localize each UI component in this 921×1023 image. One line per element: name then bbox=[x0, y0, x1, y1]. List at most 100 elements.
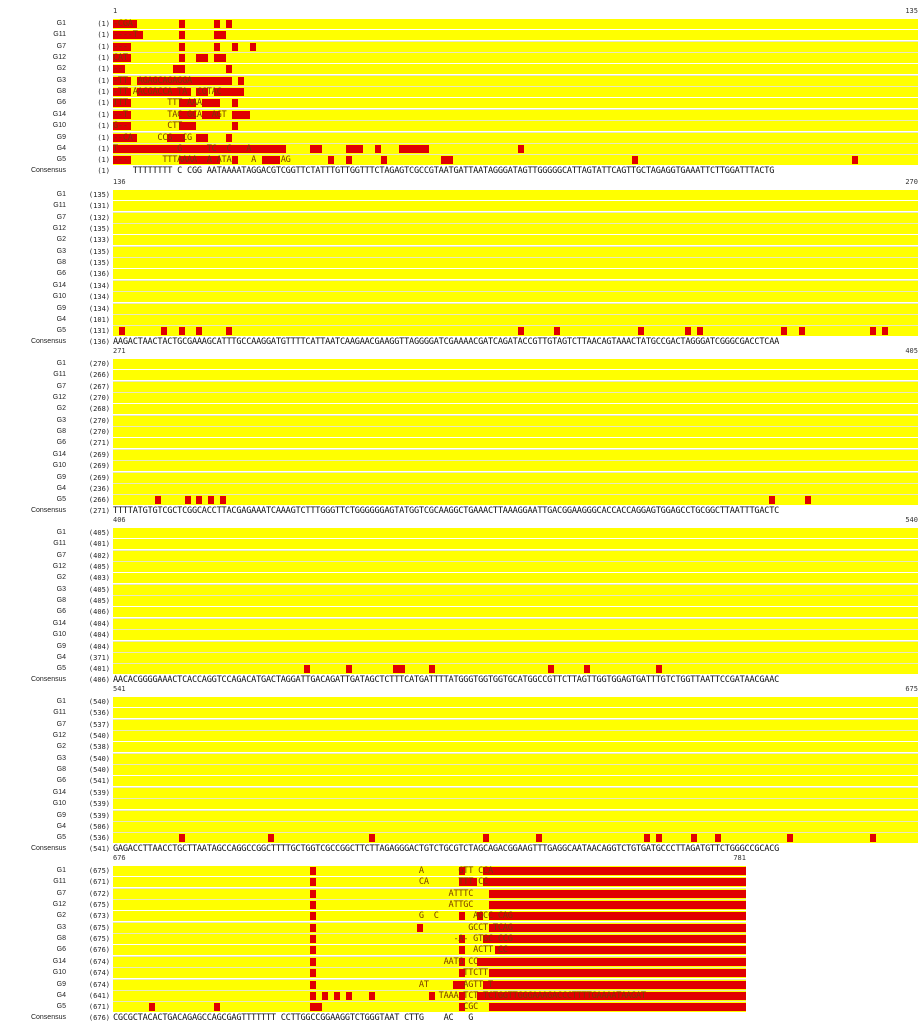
sequence-residues: CGC bbox=[113, 1002, 479, 1013]
sequence-track bbox=[113, 235, 918, 246]
row-separator bbox=[113, 380, 918, 382]
mismatch-mark bbox=[852, 156, 859, 165]
row-separator bbox=[113, 1001, 746, 1003]
mismatch-mark bbox=[214, 20, 221, 28]
sequence-start-position: (270) bbox=[88, 416, 110, 425]
sequence-name: G7 bbox=[56, 551, 66, 559]
sequence-track: -- bbox=[113, 64, 918, 75]
mismatch-mark bbox=[196, 327, 203, 336]
sequence-track: TTT TTT AAA bbox=[113, 98, 918, 109]
alignment-block: 406 540 G1 (405) G11 (401) G7 (402) G12 (405) G2 (4… bbox=[0, 515, 921, 685]
sequence-track bbox=[113, 314, 918, 325]
row-separator bbox=[113, 483, 918, 485]
sequence-start-position: (101) bbox=[88, 315, 110, 324]
ruler-start: 136 bbox=[113, 178, 126, 186]
mismatch-mark bbox=[458, 935, 465, 944]
mismatch-mark bbox=[458, 1003, 465, 1012]
mismatch-mark bbox=[238, 76, 245, 85]
row-separator bbox=[113, 730, 918, 732]
sequence-start-position: (539) bbox=[88, 788, 110, 797]
sequence-start-position: (405) bbox=[88, 597, 110, 606]
sequence-start-position: (672) bbox=[88, 889, 110, 898]
sequence-name: G11 bbox=[53, 31, 66, 39]
sequence-start-position: (671) bbox=[88, 1003, 110, 1012]
sequence-residues: TTT TTT AAA bbox=[113, 98, 202, 109]
sequence-start-position: (271) bbox=[88, 439, 110, 448]
mismatch-mark bbox=[178, 42, 185, 51]
mismatch-mark bbox=[476, 991, 746, 1000]
sequence-track bbox=[113, 224, 918, 235]
sequence-start-position: (136) bbox=[88, 270, 110, 279]
mismatch-mark bbox=[202, 99, 221, 108]
consensus-sequence: TTTTATGTGTCGCTCGGCACCTTACGAGAAATCAAAGTCT… bbox=[113, 505, 780, 516]
sequence-start-position: (1) bbox=[97, 122, 110, 131]
sequence-start-position: (538) bbox=[88, 743, 110, 752]
sequence-track bbox=[113, 630, 918, 641]
mismatch-mark bbox=[369, 834, 376, 843]
mismatch-mark bbox=[631, 156, 638, 165]
mismatch-mark bbox=[345, 991, 352, 1000]
mismatch-mark bbox=[804, 496, 811, 505]
mismatch-mark bbox=[786, 834, 793, 843]
mismatch-mark bbox=[232, 42, 239, 51]
sequence-start-position: (1) bbox=[97, 133, 110, 142]
sequence-track bbox=[113, 258, 918, 269]
sequence-name: G5 bbox=[56, 496, 66, 504]
row-separator bbox=[113, 741, 918, 743]
mismatch-mark bbox=[309, 901, 316, 910]
mismatch-mark bbox=[488, 901, 746, 910]
sequence-name: G10 bbox=[52, 631, 66, 639]
mismatch-mark bbox=[160, 327, 167, 336]
sequence-name: G5 bbox=[56, 665, 66, 673]
mismatch-mark bbox=[482, 980, 746, 989]
sequence-start-position: (1) bbox=[97, 54, 110, 63]
sequence-track bbox=[113, 765, 918, 776]
sequence-track: AT AGTT T bbox=[113, 979, 746, 990]
mismatch-mark bbox=[113, 65, 125, 74]
mismatch-mark bbox=[458, 991, 465, 1000]
sequence-track: TAAA TCT TCTGGTTGGGAAAGACCCTTTTGAAAATAAG… bbox=[113, 990, 746, 1001]
mismatch-mark bbox=[226, 327, 233, 336]
mismatch-mark bbox=[655, 665, 662, 674]
sequence-name: G12 bbox=[52, 225, 66, 233]
sequence-name: G11 bbox=[53, 371, 66, 379]
mismatch-mark bbox=[113, 31, 143, 40]
ruler-end: 405 bbox=[905, 347, 918, 355]
mismatch-mark bbox=[196, 133, 209, 142]
sequence-track bbox=[113, 438, 918, 449]
mismatch-mark bbox=[232, 110, 251, 119]
alignment-block: 136 270 G1 (135) G11 (131) G7 (132) G12 (135) G2 (1… bbox=[0, 177, 921, 347]
sequence-name: G2 bbox=[56, 574, 66, 582]
mismatch-mark bbox=[178, 99, 197, 108]
sequence-track bbox=[113, 404, 918, 415]
sequence-start-position: (135) bbox=[88, 225, 110, 234]
sequence-start-position: (269) bbox=[88, 462, 110, 471]
mismatch-mark bbox=[440, 156, 453, 165]
mismatch-mark bbox=[202, 110, 221, 119]
sequence-name: G1 bbox=[56, 529, 66, 536]
sequence-residues: ACTT CC bbox=[113, 945, 508, 956]
mismatch-mark bbox=[232, 122, 239, 131]
mismatch-mark bbox=[148, 1003, 155, 1012]
sequence-name: G12 bbox=[52, 901, 66, 909]
mismatch-mark bbox=[196, 54, 209, 63]
row-separator bbox=[113, 40, 918, 42]
row-separator bbox=[113, 403, 918, 405]
mismatch-mark bbox=[250, 42, 257, 51]
row-separator bbox=[113, 211, 918, 213]
sequence-track: --T TAC GCA AGT bbox=[113, 109, 918, 120]
sequence-name: G1 bbox=[56, 360, 66, 367]
sequence-name: G1 bbox=[56, 698, 66, 705]
row-separator bbox=[113, 120, 918, 122]
row-separator bbox=[113, 109, 918, 111]
mismatch-mark bbox=[178, 110, 197, 119]
mismatch-mark bbox=[178, 20, 185, 28]
ruler-end: 781 bbox=[733, 854, 746, 862]
mismatch-mark bbox=[184, 496, 191, 505]
sequence-residues: --CA CCG CG bbox=[113, 132, 192, 143]
sequence-track: T G TC C A bbox=[113, 143, 918, 154]
mismatch-mark bbox=[113, 54, 131, 63]
sequence-start-position: (675) bbox=[88, 867, 110, 875]
mismatch-mark bbox=[715, 834, 722, 843]
